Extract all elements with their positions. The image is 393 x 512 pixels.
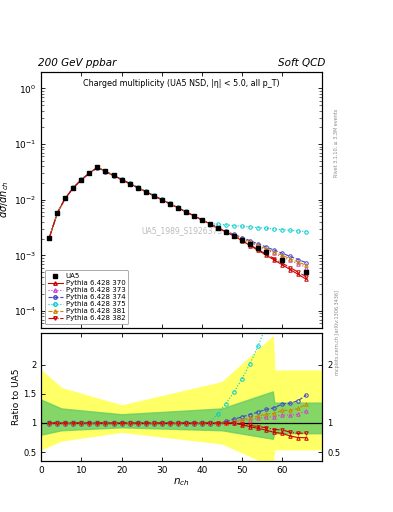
Text: Rivet 3.1.10, ≥ 3.3M events: Rivet 3.1.10, ≥ 3.3M events <box>334 109 338 178</box>
Text: mcplots.cern.ch [arXiv:1306.3436]: mcplots.cern.ch [arXiv:1306.3436] <box>336 290 340 375</box>
X-axis label: $n_{ch}$: $n_{ch}$ <box>173 476 190 488</box>
Legend: UA5, Pythia 6.428 370, Pythia 6.428 373, Pythia 6.428 374, Pythia 6.428 375, Pyt: UA5, Pythia 6.428 370, Pythia 6.428 373,… <box>45 270 128 324</box>
Text: UA5_1989_S1926373: UA5_1989_S1926373 <box>141 226 222 235</box>
Y-axis label: $d\sigma/dn_{ch}$: $d\sigma/dn_{ch}$ <box>0 181 11 219</box>
Y-axis label: Ratio to UA5: Ratio to UA5 <box>11 369 20 425</box>
Text: Charged multiplicity (UA5 NSD, |η| < 5.0, all p_T): Charged multiplicity (UA5 NSD, |η| < 5.0… <box>83 79 280 89</box>
Text: 200 GeV ppbar: 200 GeV ppbar <box>39 58 117 68</box>
Text: Soft QCD: Soft QCD <box>278 58 325 68</box>
